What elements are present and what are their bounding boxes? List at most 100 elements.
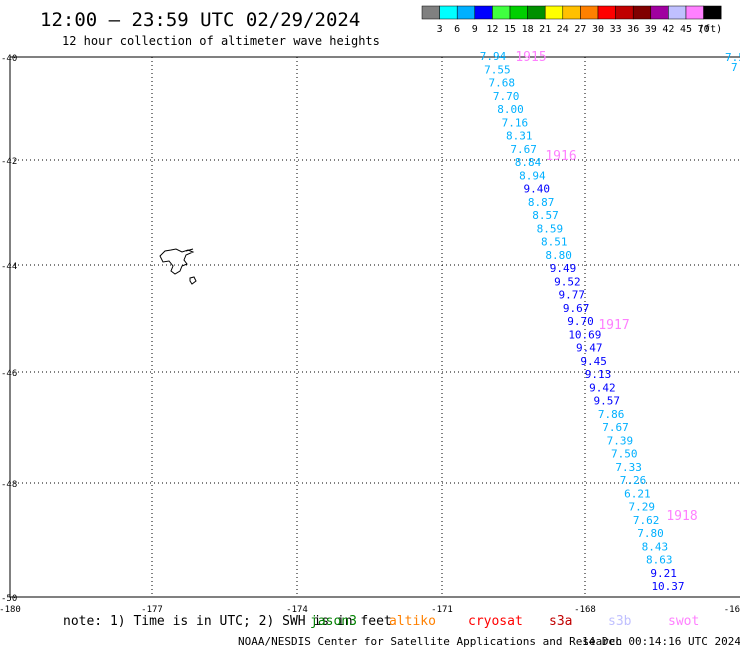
colorbar-label: 18 bbox=[522, 24, 534, 35]
wave-height-colorbar: 3 6 9 12 15 18 21 24 27 30 33 36 39 42 45 70(ft) bbox=[421, 5, 722, 35]
wave-height-reading: 9.40 bbox=[524, 183, 551, 196]
latitude-label: -50 bbox=[1, 594, 17, 604]
wave-height-reading: 8.43 bbox=[642, 540, 669, 553]
colorbar-label: 33 bbox=[610, 24, 622, 35]
colorbar-swatch bbox=[421, 5, 440, 20]
wave-height-reading: 9.21 bbox=[650, 567, 677, 580]
colorbar-swatch bbox=[439, 5, 458, 20]
wave-height-reading: 7.62 bbox=[633, 514, 660, 527]
longitude-label: -180 bbox=[0, 605, 21, 615]
latitude-label: -44 bbox=[1, 262, 17, 272]
satellite-legend-item: s3b bbox=[608, 614, 632, 629]
wave-height-reading: 9.49 bbox=[550, 262, 577, 275]
latitude-label: -48 bbox=[1, 480, 17, 490]
wave-height-reading: 10.69 bbox=[568, 328, 601, 341]
colorbar-swatch bbox=[632, 5, 652, 20]
altimeter-track: 7.947.557.687.708.007.168.317.678.848.94… bbox=[480, 50, 685, 593]
wave-height-reading: 7.94 bbox=[480, 50, 507, 63]
latitude-label: -42 bbox=[1, 157, 17, 167]
wave-height-reading: 6.21 bbox=[624, 487, 651, 500]
wave-height-reading: 9.45 bbox=[580, 355, 607, 368]
wave-height-reading: 7.70 bbox=[493, 90, 520, 103]
wave-height-reading: 9.47 bbox=[576, 342, 603, 355]
wave-height-reading: 8.94 bbox=[519, 169, 546, 182]
colorbar-label: 3 bbox=[437, 24, 443, 35]
wave-height-reading: 8.31 bbox=[506, 130, 533, 143]
colorbar-swatch bbox=[527, 5, 546, 20]
wave-height-reading: 7.67 bbox=[510, 143, 537, 156]
latitude-label: -46 bbox=[1, 369, 17, 379]
colorbar-label: 9 bbox=[472, 24, 478, 35]
wave-height-reading: 7.29 bbox=[629, 501, 656, 514]
colorbar-label: 15 bbox=[504, 24, 516, 35]
footer-timestamp: 14 Dec 00:14:16 UTC 2024 bbox=[582, 635, 740, 648]
wave-height-reading: 7.80 bbox=[637, 527, 664, 540]
colorbar-swatch bbox=[456, 5, 476, 20]
island-coastline bbox=[159, 248, 197, 285]
wave-height-reading: 7.68 bbox=[489, 77, 516, 90]
wave-height-reading: 9.57 bbox=[594, 395, 621, 408]
latitude-label: -40 bbox=[1, 54, 17, 64]
wave-height-reading: 9.13 bbox=[585, 368, 612, 381]
edge-track-value: 7.5 bbox=[725, 51, 740, 64]
colorbar-swatch bbox=[544, 5, 564, 20]
footer-credit: NOAA/NESDIS Center for Satellite Applica… bbox=[238, 635, 622, 648]
longitude-label: -168 bbox=[574, 605, 596, 615]
wave-height-reading: 8.51 bbox=[541, 236, 568, 249]
colorbar-swatch bbox=[509, 5, 528, 20]
colorbar-swatch bbox=[668, 5, 687, 20]
wave-height-reading: 9.67 bbox=[563, 302, 590, 315]
colorbar-label: 12 bbox=[486, 24, 498, 35]
colorbar-label: 45 bbox=[680, 24, 692, 35]
wave-height-reading: 9.42 bbox=[589, 381, 616, 394]
colorbar-label: 42 bbox=[662, 24, 674, 35]
colorbar-swatch bbox=[650, 5, 669, 20]
colorbar-label: 21 bbox=[539, 24, 551, 35]
wave-height-reading: 7.50 bbox=[611, 448, 638, 461]
page-title: 12:00 — 23:59 UTC 02/29/2024 bbox=[40, 9, 360, 31]
wave-height-reading: 7.86 bbox=[598, 408, 625, 421]
longitude-labels: -180 -177 -174 -171 -168 -16 bbox=[0, 605, 740, 615]
edge-track-values: 7.57 bbox=[725, 51, 740, 74]
wave-height-reading: 10.37 bbox=[651, 580, 684, 593]
colorbar-label: 24 bbox=[557, 24, 569, 35]
satellite-legend-item: cryosat bbox=[468, 614, 523, 629]
satellite-legend: jason3 altiko cryosat s3a s3b swot bbox=[310, 614, 699, 629]
colorbar-label: 70 bbox=[698, 24, 710, 35]
colorbar-swatch bbox=[615, 5, 634, 20]
wave-height-reading: 8.80 bbox=[545, 249, 572, 262]
latitude-labels: -40 -42 -44 -46 -48 -50 bbox=[1, 54, 17, 604]
satellite-legend-item: jason3 bbox=[310, 614, 357, 629]
wave-height-reading: 7.16 bbox=[502, 116, 529, 129]
wave-height-reading: 8.84 bbox=[515, 156, 542, 169]
colorbar-label: 27 bbox=[574, 24, 586, 35]
wave-height-reading: 8.59 bbox=[537, 222, 564, 235]
wave-height-reading: 8.87 bbox=[528, 196, 555, 209]
colorbar-label: 30 bbox=[592, 24, 604, 35]
wave-height-reading: 7.26 bbox=[620, 474, 647, 487]
longitude-label: -174 bbox=[286, 605, 308, 615]
wave-height-reading: 7.39 bbox=[607, 434, 634, 447]
colorbar-swatch bbox=[562, 5, 581, 20]
wave-height-reading: 8.63 bbox=[646, 554, 673, 567]
graticule-grid bbox=[9, 56, 740, 598]
colorbar-label: 6 bbox=[454, 24, 460, 35]
satellite-legend-item: s3a bbox=[549, 614, 572, 629]
colorbar-unit: (ft) bbox=[698, 24, 722, 35]
satellite-legend-item: swot bbox=[668, 614, 699, 629]
wave-height-reading: 8.57 bbox=[532, 209, 559, 222]
wave-height-reading: 7.67 bbox=[602, 421, 629, 434]
satellite-legend-item: altiko bbox=[389, 614, 436, 629]
longitude-label: -171 bbox=[431, 605, 453, 615]
track-time-label: 1917 bbox=[598, 318, 629, 333]
wave-height-reading: 9.52 bbox=[554, 275, 581, 288]
wave-height-reading: 7.55 bbox=[484, 63, 511, 76]
page-subtitle: 12 hour collection of altimeter wave hei… bbox=[62, 34, 380, 48]
longitude-label: -16 bbox=[724, 605, 740, 615]
wave-height-reading: 7.33 bbox=[615, 461, 642, 474]
footer-note: note: 1) Time is in UTC; 2) SWH is in fe… bbox=[63, 614, 392, 629]
colorbar-swatch bbox=[597, 5, 616, 20]
colorbar-swatch bbox=[474, 5, 493, 20]
colorbar-swatch bbox=[703, 5, 722, 20]
